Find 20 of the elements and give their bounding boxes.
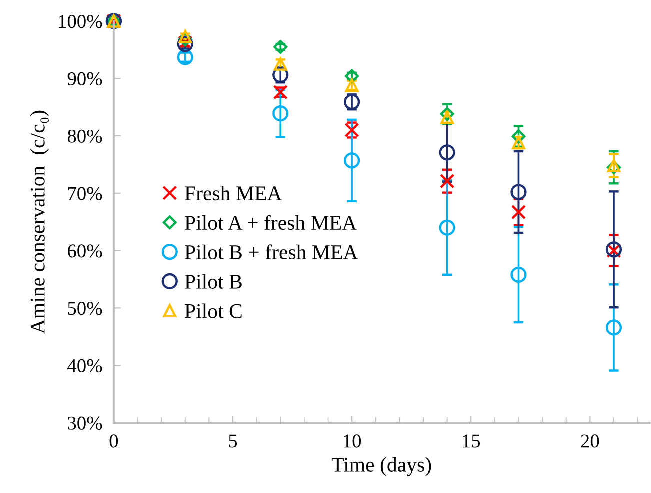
y-axis-title: Amine conservation (c/c₀) [30,110,50,334]
legend-label: Pilot C [185,304,242,318]
x-tick-label: 0 [110,434,118,448]
x-axis-title: Time (days) [332,457,432,476]
legend-label: Pilot B [185,274,242,289]
y-tick-label: 70% [68,187,102,200]
y-tick-label: 100% [59,15,102,28]
y-tick-label: 40% [68,359,102,373]
y-tick-label: 50% [68,302,102,316]
legend-label: Pilot A + fresh MEA [185,215,357,230]
y-tick-label: 30% [68,416,102,430]
y-tick-label: 90% [68,72,102,86]
x-tick-label: 15 [463,434,480,448]
legend-label: Pilot B + fresh MEA [185,244,358,260]
x-tick-label: 10 [344,434,362,448]
y-tick-label: 60% [68,244,102,258]
x-tick-label: 20 [581,434,600,448]
legend-label: Fresh MEA [185,186,282,201]
x-tick-label: 5 [229,434,238,448]
y-tick-label: 80% [68,130,102,143]
